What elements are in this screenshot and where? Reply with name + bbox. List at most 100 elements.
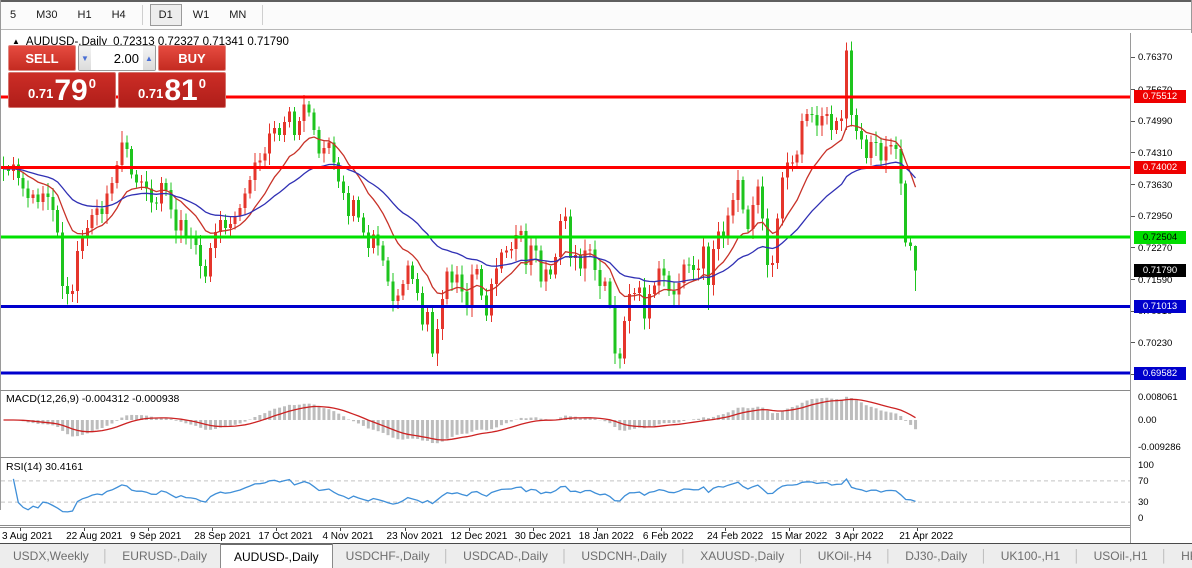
candle-body: [914, 246, 918, 271]
candle-body: [218, 220, 222, 233]
candle-body: [243, 193, 247, 208]
candle-body: [322, 147, 326, 154]
candle-body: [66, 286, 70, 295]
price-axis-tick-mark: [1131, 215, 1135, 217]
splitter-rsi-dates[interactable]: [0, 525, 1192, 526]
candle-body: [539, 250, 543, 282]
timeframe-button-m30[interactable]: M30: [27, 4, 66, 26]
sell-button[interactable]: SELL: [8, 45, 76, 71]
ask-pip-digit: 0: [198, 76, 206, 91]
date-axis-label: 12 Dec 2021: [450, 531, 508, 542]
date-axis-tick-mark: [596, 528, 598, 531]
candle-body: [401, 283, 405, 296]
candle-body: [682, 264, 686, 283]
chart-window-left-border: [0, 0, 1, 510]
candle-body: [342, 181, 346, 194]
chart-tab-usoil[interactable]: USOil-,H1: [1093, 549, 1148, 563]
date-axis-tick-mark: [724, 528, 726, 531]
candle-body: [840, 118, 844, 121]
candle-body: [287, 111, 291, 123]
price-axis[interactable]: 0.76370 0.75670 0.74990 0.74310 0.73630 0.729…: [1131, 33, 1192, 543]
ask-big-digits: 81: [164, 74, 198, 107]
date-axis-tick-mark: [212, 528, 214, 531]
candle-body: [746, 209, 750, 229]
candle-body: [657, 268, 661, 286]
candle-body: [46, 193, 50, 198]
chart-tab-dj30[interactable]: DJ30-,Daily: [905, 549, 968, 563]
candle-body: [805, 113, 809, 121]
candle-body: [450, 271, 454, 283]
candle-body: [440, 299, 444, 330]
chart-tab-usdx[interactable]: USDX,Weekly: [13, 549, 89, 563]
bid-price-panel[interactable]: 0.71 79 0: [8, 72, 116, 108]
chart-tab-eurusd[interactable]: EURUSD-,Daily: [122, 549, 207, 563]
candle-body: [120, 142, 124, 166]
timeframe-button-5[interactable]: 5: [1, 4, 25, 26]
candle-body: [810, 113, 814, 115]
candle-body: [421, 293, 425, 325]
candle-body: [470, 274, 474, 305]
candle-body: [233, 215, 237, 225]
date-axis-label: 30 Dec 2021: [514, 531, 572, 542]
candle-body: [460, 274, 464, 292]
date-axis[interactable]: 3 Aug 2021 22 Aug 2021 9 Sep 2021 28 Sep 20…: [0, 527, 1130, 543]
candle-body: [425, 311, 429, 325]
ask-prefix: 0.71: [138, 86, 164, 101]
candle-body: [26, 188, 30, 199]
timeframe-button-w1[interactable]: W1: [184, 4, 219, 26]
chart-tab-ukoil[interactable]: UKOil-,H4: [817, 549, 872, 563]
price-axis-tick: 0.74310: [1138, 147, 1173, 159]
timeframe-button-d1[interactable]: D1: [149, 3, 182, 26]
candle-body: [396, 295, 400, 302]
candle-body: [662, 268, 666, 276]
date-axis-label: 18 Jan 2022: [578, 531, 634, 542]
candle-body: [578, 254, 582, 269]
chart-tab-uk100[interactable]: UK100-,H1: [1000, 549, 1061, 563]
macd-axis-tick: 0.00: [1138, 415, 1157, 426]
tab-separator: │: [1160, 549, 1169, 563]
price-axis-tick-mark: [1131, 120, 1135, 122]
candle-body: [909, 242, 913, 247]
price-axis-tick-mark: [1131, 374, 1135, 376]
collapse-arrow-icon[interactable]: ▲: [12, 36, 20, 46]
chart-tab-hk50[interactable]: HK50-,H1: [1181, 549, 1192, 563]
chart-window-top-border: [0, 0, 1192, 2]
timeframe-button-h4[interactable]: H4: [103, 4, 135, 26]
candle-body: [642, 287, 646, 319]
date-axis-label: 23 Nov 2021: [386, 531, 444, 542]
rsi-axis-tick: 70: [1138, 475, 1149, 487]
candle-body: [820, 116, 824, 126]
chart-tab-audusd[interactable]: AUDUSD-,Daily: [219, 543, 333, 568]
candle-body: [889, 145, 893, 147]
candle-body: [736, 179, 740, 200]
candle-body: [199, 245, 203, 267]
candle-body: [766, 218, 770, 266]
chart-tab-usdcad[interactable]: USDCAD-,Daily: [463, 549, 548, 563]
chart-tab-xauusd[interactable]: XAUUSD-,Daily: [700, 549, 785, 563]
volume-input[interactable]: [91, 46, 143, 70]
timeframe-button-h1[interactable]: H1: [69, 4, 101, 26]
chart-tab-usdcnh[interactable]: USDCNH-,Daily: [581, 549, 667, 563]
candle-body: [90, 214, 94, 228]
volume-decrease-button[interactable]: ▼: [79, 46, 91, 70]
price-axis-tick-mark: [1131, 279, 1135, 281]
candle-body: [726, 215, 730, 236]
candle-body: [386, 260, 390, 282]
candle-body: [391, 281, 395, 302]
candle-body: [618, 353, 622, 359]
chart-tab-usdchf[interactable]: USDCHF-,Daily: [345, 549, 430, 563]
macd-label: MACD(12,26,9) -0.004312 -0.000938: [6, 393, 180, 405]
ask-price-panel[interactable]: 0.71 81 0: [118, 72, 226, 108]
candle-body: [785, 162, 789, 178]
price-tag: 0.72504: [1134, 230, 1186, 244]
date-axis-tick-mark: [84, 528, 86, 531]
candle-body: [21, 178, 25, 189]
volume-increase-button[interactable]: ▲: [143, 46, 155, 70]
splitter-main-macd[interactable]: [0, 390, 1192, 391]
date-axis-label: 6 Feb 2022: [642, 531, 694, 542]
timeframe-button-mn[interactable]: MN: [220, 4, 255, 26]
splitter-macd-rsi[interactable]: [0, 457, 1192, 458]
candle-body: [854, 115, 858, 132]
buy-button[interactable]: BUY: [158, 45, 226, 71]
